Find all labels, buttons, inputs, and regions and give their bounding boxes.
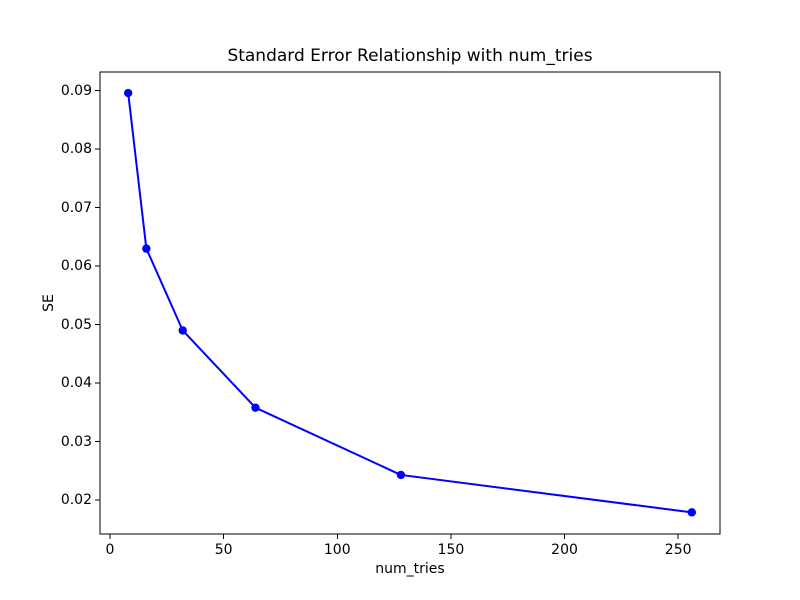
data-point-marker: [396, 470, 406, 480]
y-tick-label: 0.06: [60, 258, 92, 275]
x-tick-label: 250: [664, 542, 692, 558]
x-tick-label: 150: [437, 542, 465, 558]
y-tick-label: 0.07: [60, 199, 92, 216]
data-point-marker: [251, 403, 260, 412]
y-tick-label: 0.09: [60, 82, 92, 99]
x-tick-label: 50: [214, 542, 233, 558]
axes-frame: [99, 71, 721, 535]
data-point-marker: [178, 326, 187, 335]
x-tick-label: 0: [105, 542, 115, 558]
chart-title: Standard Error Relationship with num_tri…: [227, 46, 593, 66]
y-tick-label: 0.05: [60, 316, 92, 333]
x-tick-label: 100: [323, 542, 351, 558]
y-tick-label: 0.02: [60, 492, 92, 509]
y-tick-label: 0.08: [60, 141, 92, 158]
x-axis-label: num_tries: [375, 561, 445, 577]
y-tick-label: 0.04: [60, 375, 92, 392]
y-tick-label: 0.03: [60, 433, 92, 450]
data-point-marker: [142, 244, 151, 253]
se-line: [127, 92, 693, 514]
x-tick-label: 200: [551, 542, 578, 558]
y-axis-label: SE: [41, 294, 57, 312]
data-point-marker: [123, 88, 133, 98]
data-point-marker: [687, 508, 697, 517]
